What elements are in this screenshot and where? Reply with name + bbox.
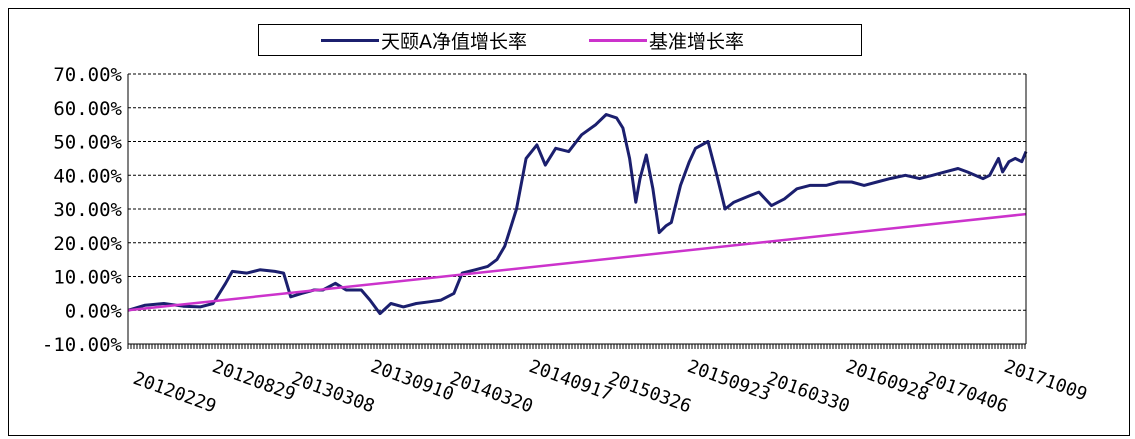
y-tick-label: 10.00% <box>53 267 122 289</box>
legend-swatch-benchmark <box>589 38 647 42</box>
x-tick-label: 20160928 <box>843 356 932 405</box>
x-axis-minor-ticks <box>127 344 1026 349</box>
plot-background <box>128 74 1026 344</box>
y-tick-label: 20.00% <box>53 233 122 255</box>
x-tick-label: 20120829 <box>209 356 298 405</box>
axes <box>127 74 1027 349</box>
x-tick-label: 20120229 <box>130 368 219 417</box>
x-tick-label: 20150923 <box>685 356 774 405</box>
legend-label-fund: 天颐A净值增长率 <box>381 30 527 53</box>
y-tick-labels: -10.00% 0.00% 10.00% 20.00% 30.00% 40.00% 50.0… <box>42 64 123 356</box>
y-tick-label: 60.00% <box>53 98 122 120</box>
x-tick-label: 20140917 <box>526 356 615 405</box>
x-tick-label: 20170406 <box>922 368 1011 417</box>
legend: 天颐A净值增长率 基准增长率 <box>258 24 862 56</box>
x-tick-labels: 2012022920120829201303082013091020140320… <box>130 356 1090 417</box>
y-tick-label: 0.00% <box>65 300 123 322</box>
y-tick-label: -10.00% <box>42 334 123 356</box>
x-tick-label: 20171009 <box>1001 356 1090 405</box>
x-tick-label: 20140320 <box>447 368 536 417</box>
x-tick-label: 20130308 <box>289 368 378 417</box>
legend-swatch-fund <box>321 38 379 42</box>
y-tick-label: 70.00% <box>53 64 122 86</box>
legend-label-benchmark: 基准增长率 <box>649 30 745 53</box>
series-line-benchmark <box>127 212 1027 312</box>
legend-entry-benchmark: 基准增长率 <box>589 27 744 54</box>
y-tick-label: 40.00% <box>53 165 122 187</box>
x-tick-label: 20160330 <box>764 368 853 417</box>
plot-area <box>128 74 1026 344</box>
y-tick-label: 30.00% <box>53 199 122 221</box>
y-tick-label: 50.00% <box>53 132 122 154</box>
series-lines <box>127 113 1028 316</box>
x-tick-label: 20150326 <box>605 368 694 417</box>
legend-entry-fund: 天颐A净值增长率 <box>321 27 527 54</box>
x-tick-label: 20130910 <box>368 356 457 405</box>
